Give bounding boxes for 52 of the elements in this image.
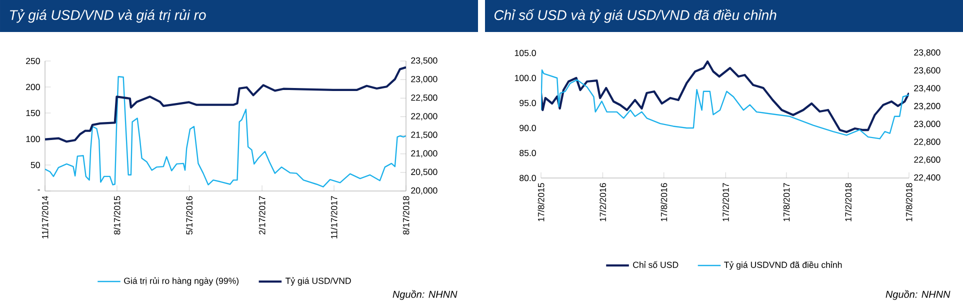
y2-tick-label: 23,400: [914, 85, 940, 92]
x-tick-label: 8/17/2015: [114, 196, 120, 234]
y2-tick-label: 21,500: [411, 132, 438, 139]
y-tick-label: 100: [26, 136, 40, 142]
x-tick-label: 11/17/2014: [42, 196, 48, 238]
chart-title: Chỉ số USD và tỷ giá USD/VND đã điều chỉnh: [494, 9, 776, 23]
y-tick-label: 250: [26, 58, 40, 64]
x-tick-label: 17/2/2017: [722, 183, 729, 222]
y-tick-label: 150: [26, 110, 40, 116]
y-tick-label: 85.0: [520, 150, 536, 156]
x-tick-label: 5/17/2016: [186, 196, 192, 235]
y-tick-label: 80.0: [520, 174, 536, 182]
x-tick-label: 17/8/2015: [538, 183, 544, 222]
y-tick-label: 100.0: [514, 74, 536, 82]
y-tick-label: 200: [26, 84, 40, 90]
y2-tick-label: 22,600: [914, 156, 940, 164]
y2-tick-label: 23,800: [914, 49, 940, 57]
y2-tick-label: 23,200: [914, 102, 940, 110]
y2-tick-label: 21,000: [411, 150, 438, 158]
y-tick-label: 95.0: [520, 100, 536, 106]
y2-tick-label: 22,400: [914, 174, 940, 182]
line-series: [541, 69, 910, 140]
y2-tick-label: 22,800: [914, 138, 940, 146]
line-series: [45, 66, 406, 143]
x-tick-label: 8/17/2018: [402, 196, 410, 234]
y2-tick-label: 23,000: [411, 76, 438, 84]
x-tick-label: 11/17/2017: [330, 196, 338, 238]
y2-tick-label: 22,500: [411, 94, 438, 102]
legend-label: Tỷ giá USD/VND: [285, 277, 351, 286]
y2-tick-label: 20,000: [411, 187, 438, 195]
y-tick-label: 90.0: [520, 124, 536, 132]
text: Nguồn: NHNN: [392, 290, 458, 300]
x-tick-label: 17/8/2016: [660, 183, 668, 222]
legend-label: Chỉ số USD: [633, 261, 678, 268]
x-tick-label: 17/2/2018: [845, 183, 852, 222]
x-tick-label: 17/8/2018: [906, 183, 912, 222]
chart-title: Tỷ giá USD/VND và giá trị rủi ro: [10, 9, 206, 23]
y2-tick-label: 23,600: [914, 67, 940, 74]
y-tick-label: 105.0: [514, 50, 536, 56]
x-tick-label: 2/17/2017: [258, 196, 266, 234]
y2-tick-label: 23,500: [411, 57, 438, 65]
y2-tick-label: 22,000: [411, 113, 438, 120]
y2-tick-label: 23,000: [914, 120, 940, 128]
line-series: [541, 60, 910, 134]
text: Nguồn: NHNN: [886, 290, 950, 300]
x-tick-label: 17/8/2017: [783, 183, 790, 222]
x-tick-label: 17/2/2016: [600, 183, 606, 222]
legend-label: Tỷ giá USDVND đã điều chỉnh: [724, 261, 842, 270]
legend-label: Giá trị rủi ro hàng ngày (99%): [124, 277, 239, 286]
y-tick-label: 50: [30, 162, 40, 168]
line-series: [45, 76, 406, 188]
y2-tick-label: 20,500: [411, 168, 438, 176]
